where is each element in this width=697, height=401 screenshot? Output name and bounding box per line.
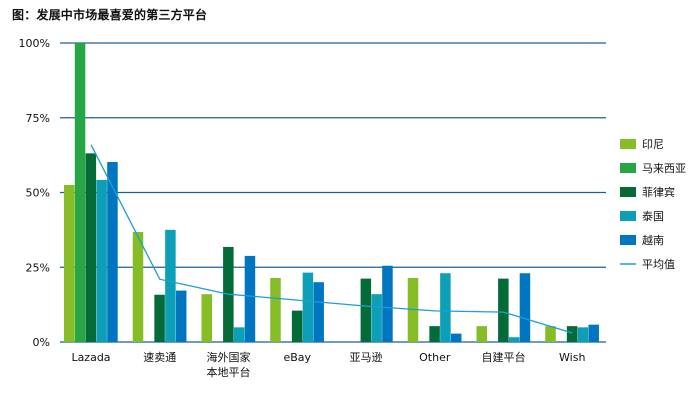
bar-1-5 bbox=[107, 162, 118, 342]
legend-label: 泰国 bbox=[642, 209, 664, 223]
bar-8-1 bbox=[545, 326, 556, 342]
chart-title: 图：发展中市场最喜爱的第三方平台 bbox=[12, 8, 208, 22]
bar-6-5 bbox=[450, 333, 462, 342]
legend-swatch bbox=[620, 187, 636, 197]
bar-7-1 bbox=[476, 326, 487, 342]
bar-4-4 bbox=[302, 272, 314, 342]
bar-7-5 bbox=[519, 273, 531, 342]
bar-4-5 bbox=[313, 282, 324, 342]
legend-label: 马来西亚 bbox=[642, 162, 686, 175]
bar-5-3 bbox=[360, 278, 372, 342]
bar-1-1 bbox=[64, 185, 75, 342]
bar-6-3 bbox=[429, 326, 440, 342]
legend-swatch bbox=[620, 211, 636, 221]
bar-8-3 bbox=[566, 326, 578, 342]
bar-4-3 bbox=[291, 310, 303, 342]
bar-3-5 bbox=[244, 255, 256, 342]
x-category-label: Lazada bbox=[71, 351, 110, 364]
legend-label: 越南 bbox=[642, 233, 664, 247]
y-tick-label: 100% bbox=[19, 37, 50, 50]
x-category-label: Other bbox=[419, 351, 451, 364]
bar-1-4 bbox=[96, 179, 107, 342]
bar-5-5 bbox=[382, 265, 393, 342]
legend-label: 印尼 bbox=[642, 138, 664, 151]
y-tick-label: 75% bbox=[26, 112, 50, 125]
bar-1-3 bbox=[85, 153, 97, 342]
legend-label: 菲律宾 bbox=[642, 185, 675, 199]
bar-2-3 bbox=[154, 294, 165, 342]
x-category-label: 海外国家 bbox=[207, 350, 251, 364]
x-category-label: 自建平台 bbox=[482, 350, 526, 364]
x-category-label: 亚马逊 bbox=[350, 351, 383, 364]
y-tick-label: 0% bbox=[33, 336, 50, 349]
y-tick-label: 25% bbox=[26, 261, 50, 274]
legend-swatch bbox=[620, 235, 636, 245]
legend-swatch bbox=[620, 139, 636, 149]
bar-8-4 bbox=[577, 327, 589, 342]
average-line bbox=[90, 144, 573, 334]
x-category-label: Wish bbox=[559, 351, 585, 364]
bar-7-3 bbox=[498, 278, 509, 342]
bar-7-4 bbox=[508, 337, 520, 342]
x-category-label: 本地平台 bbox=[207, 365, 251, 379]
bar-1-2 bbox=[74, 43, 86, 342]
bar-2-4 bbox=[165, 229, 176, 342]
bar-2-5 bbox=[175, 290, 187, 342]
bar-2-1 bbox=[132, 231, 144, 342]
legend-label: 平均值 bbox=[642, 258, 675, 271]
bar-8-5 bbox=[588, 324, 599, 342]
bar-3-1 bbox=[201, 294, 212, 342]
y-tick-label: 50% bbox=[26, 187, 50, 200]
x-category-label: eBay bbox=[283, 351, 311, 364]
bar-6-4 bbox=[440, 273, 451, 342]
legend-swatch bbox=[620, 163, 636, 173]
bar-4-1 bbox=[270, 278, 281, 342]
bar-3-4 bbox=[233, 327, 245, 342]
bar-5-4 bbox=[371, 294, 382, 342]
x-category-label: 速卖通 bbox=[143, 351, 176, 364]
